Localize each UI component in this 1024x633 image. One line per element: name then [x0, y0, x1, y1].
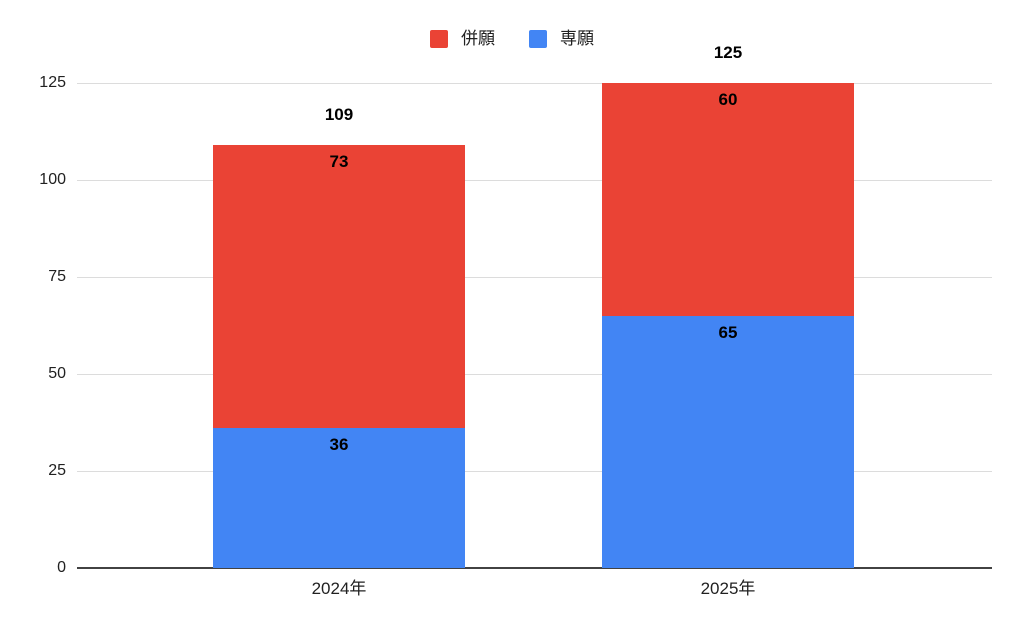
- bar-2025年-segment-併願: [602, 83, 854, 316]
- legend-label: 専願: [560, 29, 594, 48]
- legend-label: 併願: [461, 29, 495, 48]
- y-tick-label-100: 100: [39, 171, 66, 188]
- bar-2024年-segment-併願: [213, 145, 465, 429]
- segment-value-label: 65: [718, 322, 738, 342]
- segment-value-label: 36: [329, 435, 349, 455]
- bar-2024年-segment-専願: [213, 428, 465, 568]
- bar-2025年-segment-専願: [602, 315, 854, 568]
- y-tick-label-75: 75: [48, 268, 66, 285]
- gridline-25: [77, 471, 992, 472]
- y-tick-label-25: 25: [48, 462, 66, 479]
- legend-item-専願: 専願: [529, 28, 594, 50]
- chart-legend: 併願 専願: [0, 28, 1024, 50]
- bar-total-label: 125: [713, 43, 743, 62]
- gridline-50: [77, 374, 992, 375]
- segment-value-label: 73: [329, 152, 349, 172]
- gridline-75: [77, 277, 992, 278]
- x-tick-label-2024年: 2024年: [311, 579, 367, 598]
- x-axis-line: [77, 567, 992, 569]
- segment-value-label: 60: [718, 90, 738, 109]
- gridline-125: [77, 83, 992, 84]
- legend-item-併願: 併願: [430, 28, 495, 50]
- gridline-100: [77, 180, 992, 181]
- y-tick-label-0: 0: [57, 559, 66, 576]
- y-tick-label-50: 50: [48, 365, 66, 382]
- x-tick-label-2025年: 2025年: [700, 579, 756, 598]
- legend-swatch-icon: [430, 30, 448, 48]
- legend-swatch-icon: [529, 30, 547, 48]
- bar-total-label: 109: [324, 105, 354, 125]
- y-tick-label-125: 125: [39, 74, 66, 91]
